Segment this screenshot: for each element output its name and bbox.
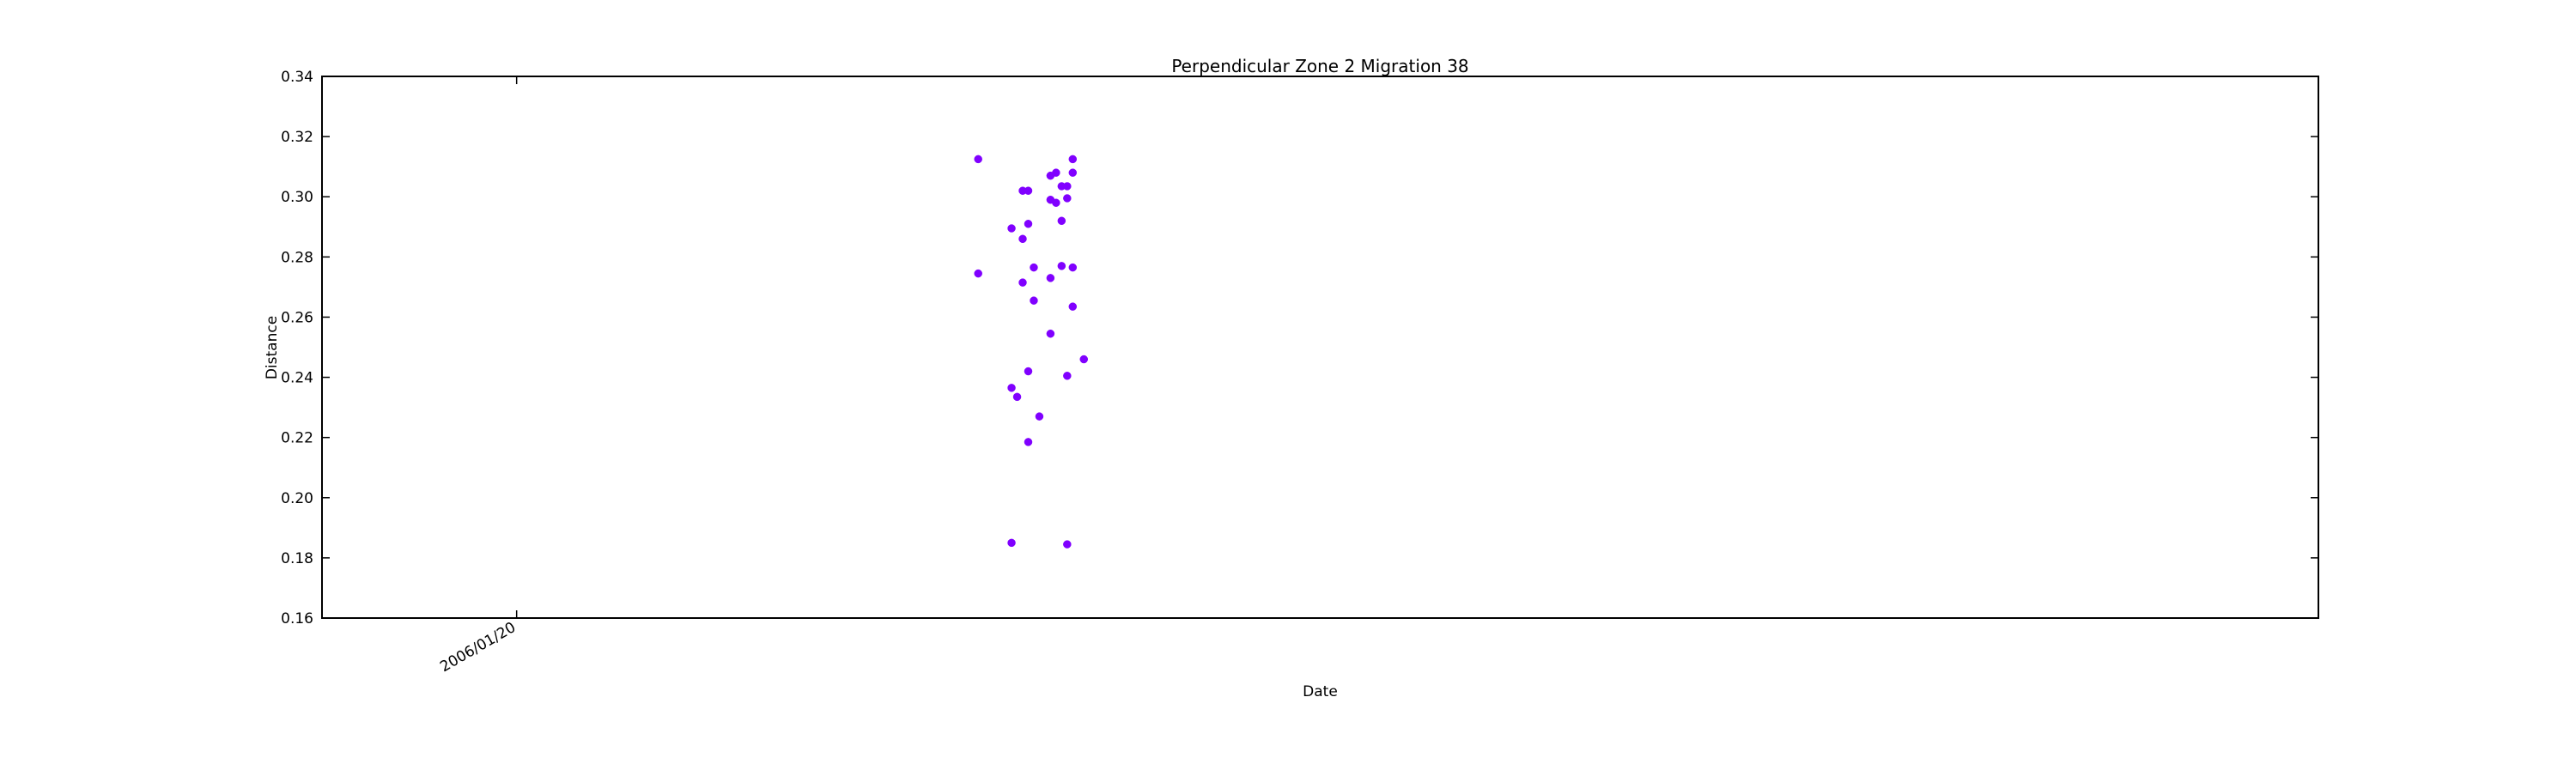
data-point bbox=[974, 269, 982, 278]
data-point bbox=[1079, 355, 1089, 364]
data-point bbox=[1018, 278, 1027, 287]
y-tick-label: 0.28 bbox=[281, 249, 313, 266]
data-point bbox=[1063, 540, 1072, 549]
data-point bbox=[1068, 168, 1078, 177]
data-point bbox=[1057, 216, 1066, 226]
data-point bbox=[1063, 194, 1072, 203]
chart-title: Perpendicular Zone 2 Migration 38 bbox=[1171, 56, 1468, 76]
data-point bbox=[1068, 155, 1078, 164]
y-tick-label: 0.20 bbox=[281, 490, 313, 507]
data-point bbox=[1024, 220, 1033, 228]
data-point bbox=[1063, 182, 1072, 191]
data-point bbox=[1030, 296, 1038, 305]
y-tick-label: 0.18 bbox=[281, 550, 313, 567]
data-point bbox=[1068, 263, 1078, 272]
y-tick-label: 0.22 bbox=[281, 430, 313, 447]
y-tick-label: 0.26 bbox=[281, 309, 313, 326]
y-tick-label: 0.34 bbox=[281, 69, 313, 86]
data-point bbox=[1052, 168, 1060, 177]
data-point bbox=[1046, 274, 1055, 282]
data-point bbox=[1024, 438, 1033, 446]
plot-frame bbox=[321, 76, 2319, 619]
data-point bbox=[974, 155, 982, 164]
y-tick-label: 0.32 bbox=[281, 129, 313, 146]
data-point bbox=[1057, 262, 1066, 270]
x-axis-label: Date bbox=[1303, 683, 1338, 700]
plot-background bbox=[322, 76, 2318, 618]
data-point bbox=[1007, 538, 1016, 548]
data-point bbox=[1035, 412, 1044, 421]
data-point bbox=[1024, 367, 1033, 376]
y-tick-label: 0.30 bbox=[281, 189, 313, 206]
data-point bbox=[1024, 186, 1033, 195]
data-point bbox=[1007, 224, 1016, 233]
data-point bbox=[1030, 263, 1038, 272]
data-point bbox=[1012, 392, 1022, 402]
data-point bbox=[1063, 372, 1072, 380]
y-tick-label: 0.16 bbox=[281, 610, 313, 627]
x-tick-label: 2006/01/20 bbox=[437, 619, 519, 676]
data-point bbox=[1052, 198, 1060, 207]
data-point bbox=[1018, 234, 1027, 244]
data-point bbox=[1046, 329, 1055, 338]
y-axis-label: Distance bbox=[264, 316, 281, 379]
data-point bbox=[1068, 302, 1078, 311]
data-points bbox=[974, 155, 1089, 549]
data-point bbox=[1007, 384, 1016, 392]
y-axis-ticks: 0.16 0.18 0.20 0.22 0.24 0.26 0.28 0.30 0.32 0.34 bbox=[281, 69, 2318, 627]
y-tick-label: 0.24 bbox=[281, 370, 313, 387]
